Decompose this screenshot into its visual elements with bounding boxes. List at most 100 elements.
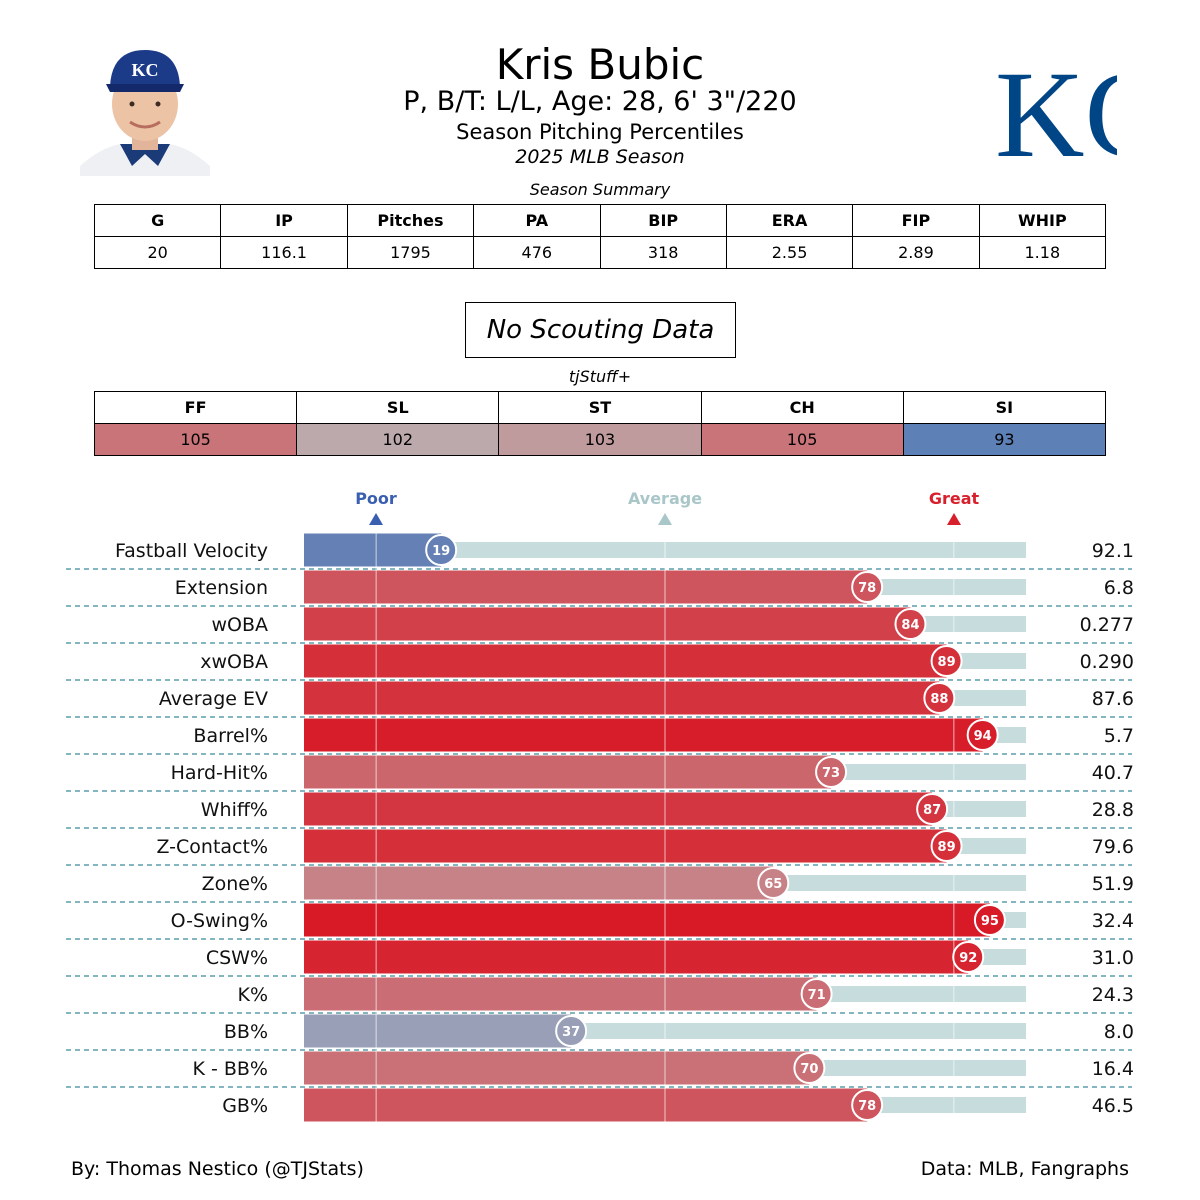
summary-header-cell: FIP xyxy=(852,204,980,237)
summary-value-cell: 2.55 xyxy=(725,236,854,269)
percentile-badge xyxy=(851,571,884,603)
percentile-bar xyxy=(304,903,990,937)
metric-value: 6.8 xyxy=(1104,577,1134,599)
summary-value-cell: 1795 xyxy=(346,236,475,269)
season-summary-caption: Season Summary xyxy=(529,180,671,199)
footer-source: Data: MLB, Fangraphs xyxy=(920,1158,1129,1180)
metric-value: 24.3 xyxy=(1092,984,1134,1006)
player-bio: P, B/T: L/L, Age: 28, 6' 3"/220 xyxy=(403,86,797,117)
average-marker-triangle-icon xyxy=(658,513,672,525)
metric-label: GB% xyxy=(222,1095,268,1117)
season-label: 2025 MLB Season xyxy=(515,146,685,168)
metric-value: 40.7 xyxy=(1092,762,1134,784)
player-header: KC Kris Bubic P, B/T: L/L, Age: 28, 6' 3… xyxy=(0,0,1200,180)
percentile-badge-label: 37 xyxy=(562,1025,580,1040)
great-marker-label: Great xyxy=(928,489,980,508)
metric-label: K% xyxy=(237,984,268,1006)
player-name: Kris Bubic xyxy=(495,40,705,89)
metric-value: 87.6 xyxy=(1092,688,1134,710)
percentile-badge xyxy=(425,534,458,566)
season-summary-table: G IP Pitches PA BIP ERA FIP WHIP 20 116.1 1795 476… xyxy=(93,204,1107,269)
bar-track xyxy=(304,542,1026,558)
percentile-bar xyxy=(304,1051,810,1085)
tjstuff-value-cell: 105 xyxy=(700,423,904,456)
percentile-badge xyxy=(930,830,963,862)
metric-label: Fastball Velocity xyxy=(115,540,268,562)
percentile-bar xyxy=(304,681,940,715)
percentile-bar xyxy=(304,718,983,752)
percentile-badge-label: 78 xyxy=(858,581,876,596)
percentile-bar xyxy=(304,755,832,789)
summary-header-cell: PA xyxy=(473,204,601,237)
percentile-badge xyxy=(930,645,963,677)
percentile-badge-label: 78 xyxy=(858,1099,876,1114)
metric-label: CSW% xyxy=(206,947,268,969)
footer-credit: By: Thomas Nestico (@TJStats) xyxy=(71,1158,364,1180)
summary-value-cell: 318 xyxy=(599,236,727,269)
average-marker-label: Average xyxy=(627,489,703,508)
percentile-badge xyxy=(555,1015,588,1047)
metric-value: 5.7 xyxy=(1104,725,1134,747)
metric-value: 32.4 xyxy=(1092,910,1134,932)
metric-value: 16.4 xyxy=(1092,1058,1134,1080)
percentile-bar xyxy=(304,607,911,641)
metric-value: 8.0 xyxy=(1104,1021,1134,1043)
chart-subtitle: Season Pitching Percentiles xyxy=(456,120,744,144)
summary-value-cell: 2.89 xyxy=(852,236,980,269)
metric-label: Extension xyxy=(175,577,268,599)
metric-label: Average EV xyxy=(159,688,268,710)
team-logo: KC xyxy=(995,46,1117,174)
percentile-bar xyxy=(304,866,774,900)
metric-value: 79.6 xyxy=(1092,836,1134,858)
metric-value: 92.1 xyxy=(1092,540,1134,562)
tjstuff-header-cell: FF xyxy=(93,391,298,424)
metric-value: 0.277 xyxy=(1080,614,1134,636)
summary-value-cell: 1.18 xyxy=(978,236,1107,269)
percentile-bar xyxy=(304,570,868,604)
percentile-bar xyxy=(304,1014,572,1048)
svg-text:KC: KC xyxy=(132,60,159,80)
metric-label: BB% xyxy=(224,1021,268,1043)
metric-label: Zone% xyxy=(202,873,268,895)
percentile-badge xyxy=(952,941,985,973)
percentile-badge xyxy=(894,608,927,640)
percentile-badge xyxy=(916,793,949,825)
tjstuff-header-cell: SI xyxy=(902,391,1107,424)
summary-value-cell: 476 xyxy=(473,236,601,269)
percentile-badge xyxy=(973,904,1006,936)
tjstuff-header-row: FF SL ST CH SI xyxy=(93,391,1107,424)
percentile-bar xyxy=(304,644,947,678)
summary-value-cell: 20 xyxy=(93,236,222,269)
metric-value: 0.290 xyxy=(1080,651,1134,673)
percentile-badge xyxy=(757,867,790,899)
player-headshot: KC xyxy=(80,44,210,176)
metric-label: xwOBA xyxy=(200,651,268,673)
tjstuff-value-cell: 105 xyxy=(93,423,298,456)
tjstuff-header-cell: CH xyxy=(700,391,904,424)
percentile-badge-label: 73 xyxy=(822,766,840,781)
metric-label: Barrel% xyxy=(193,725,268,747)
percentile-bar xyxy=(304,533,442,567)
tjstuff-value-cell: 103 xyxy=(498,423,702,456)
metric-label: O-Swing% xyxy=(171,910,268,932)
percentile-badge-label: 87 xyxy=(923,803,941,818)
tjstuff-value-cell: 102 xyxy=(296,423,500,456)
tjstuff-value-row: 105 102 103 105 93 xyxy=(93,423,1107,456)
percentile-badge-label: 19 xyxy=(432,544,450,559)
percentile-badge-label: 89 xyxy=(938,655,956,670)
metric-value: 46.5 xyxy=(1092,1095,1134,1117)
tjstuff-header-cell: ST xyxy=(498,391,702,424)
percentile-bar xyxy=(304,792,933,826)
percentile-badge-label: 71 xyxy=(808,988,826,1003)
percentile-badge-label: 89 xyxy=(938,840,956,855)
summary-value-cell: 116.1 xyxy=(220,236,348,269)
percentile-chart: Fastball Velocity 92.1 Extension 6.8 wOBA 0.2… xyxy=(66,533,1134,1122)
percentile-badge xyxy=(966,719,999,751)
summary-header-cell: ERA xyxy=(725,204,854,237)
percentile-bar xyxy=(304,940,969,974)
percentile-badge-label: 65 xyxy=(764,877,782,892)
percentile-bar xyxy=(304,977,817,1011)
poor-marker-label: Poor xyxy=(355,489,397,508)
summary-header-cell: BIP xyxy=(599,204,727,237)
metric-value: 28.8 xyxy=(1092,799,1134,821)
